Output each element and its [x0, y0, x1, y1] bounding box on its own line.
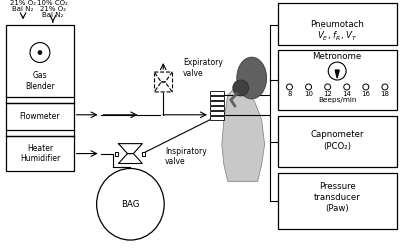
Text: Metronome: Metronome [312, 52, 362, 61]
Bar [6, 25, 74, 97]
Bar [210, 101, 224, 105]
Text: BAG: BAG [121, 200, 140, 209]
Text: Bal N₂: Bal N₂ [42, 12, 64, 18]
Text: Inspiratory
valve: Inspiratory valve [165, 147, 207, 166]
Polygon shape [118, 144, 142, 154]
Bar [278, 174, 397, 229]
Bar [6, 136, 74, 172]
Bar [210, 91, 224, 95]
Text: 21% O₂: 21% O₂ [10, 0, 36, 6]
Ellipse shape [237, 57, 267, 99]
Bar [210, 111, 224, 115]
Text: 12: 12 [323, 91, 332, 97]
Text: Pressure: Pressure [319, 182, 356, 191]
Circle shape [233, 80, 249, 96]
Text: Pneumotach: Pneumotach [310, 20, 364, 29]
Text: 14: 14 [342, 91, 351, 97]
Text: Expiratory
valve: Expiratory valve [183, 58, 223, 78]
Text: Capnometer: Capnometer [310, 130, 364, 139]
Text: 8: 8 [287, 91, 292, 97]
Bar [278, 3, 397, 45]
Text: $\dot{V}_E$, $f_R$, $V_T$: $\dot{V}_E$, $f_R$, $V_T$ [317, 28, 358, 43]
Text: 10% CO₂: 10% CO₂ [38, 0, 68, 6]
Text: transducer: transducer [314, 193, 360, 202]
Text: (PCO₂): (PCO₂) [323, 142, 351, 151]
Text: 16: 16 [361, 91, 370, 97]
Polygon shape [118, 154, 142, 164]
Bar [210, 96, 224, 100]
Polygon shape [154, 82, 172, 92]
Circle shape [30, 43, 50, 62]
Bar [278, 116, 397, 168]
Text: 18: 18 [380, 91, 390, 97]
Text: Bal N₂: Bal N₂ [12, 6, 34, 12]
Bar [142, 152, 145, 156]
Polygon shape [222, 88, 265, 182]
Bar [210, 116, 224, 120]
Bar [210, 106, 224, 110]
Text: 21% O₂: 21% O₂ [40, 6, 66, 12]
Bar [278, 50, 397, 110]
Text: (Paw): (Paw) [325, 204, 349, 213]
Circle shape [328, 62, 346, 80]
Polygon shape [154, 72, 172, 82]
Text: Gas
Blender: Gas Blender [25, 71, 55, 91]
Bar [6, 103, 74, 130]
Circle shape [38, 51, 42, 55]
Bar [116, 152, 118, 156]
Text: Beeps/min: Beeps/min [318, 97, 356, 103]
Text: Flowmeter: Flowmeter [20, 112, 60, 121]
Text: 10: 10 [304, 91, 313, 97]
Text: Heater
Humidifier: Heater Humidifier [20, 144, 60, 163]
Polygon shape [335, 70, 339, 78]
